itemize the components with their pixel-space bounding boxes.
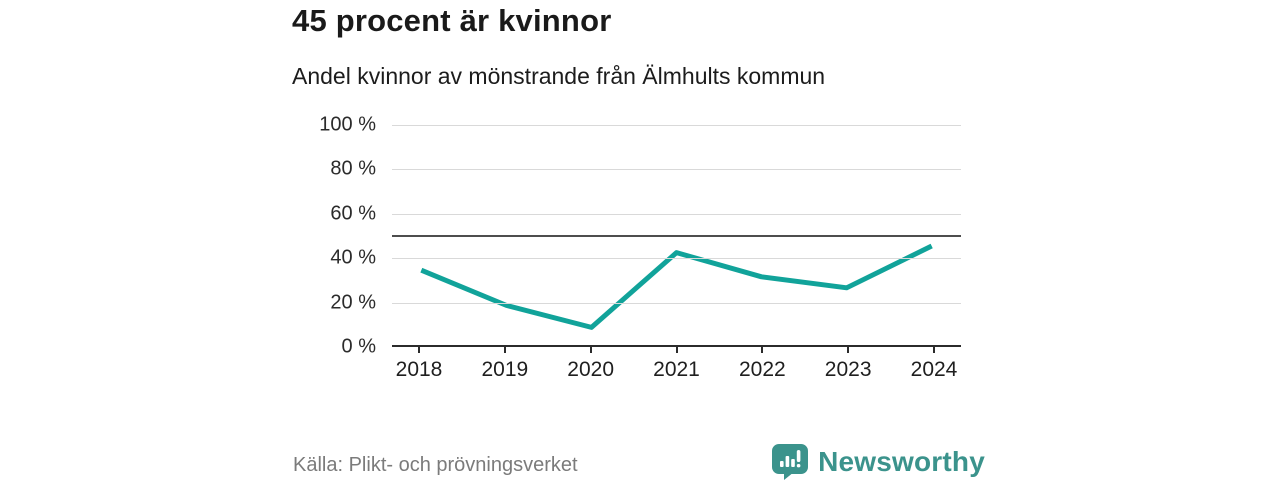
reference-line-50 [392,235,961,237]
x-axis-tick-2021 [675,345,678,353]
x-axis-label-2024: 2024 [910,358,958,381]
chart-subtitle: Andel kvinnor av mönstrande från Älmhult… [292,63,826,89]
x-axis-tick-2023 [847,345,850,353]
y-axis-label-0: 0 % [341,335,376,358]
y-axis-label-100: 100 % [319,113,376,136]
data-line-series [420,243,933,330]
x-axis-tick-2024 [933,345,935,353]
x-axis-tick-2022 [761,345,764,353]
x-axis-tick-2018 [418,345,420,353]
x-axis-label-2023: 2023 [824,358,872,381]
x-axis-label-2020: 2020 [567,358,615,381]
gridline-80 [392,169,961,171]
x-axis-label-2021: 2021 [653,358,700,381]
x-axis-label-2022: 2022 [738,358,786,381]
plot-area: 0 % 20 % 40 % 60 % 80 % 100 % 2018 2019 2020 2021… [319,114,961,381]
newsworthy-wordmark: Newsworthy [818,445,985,477]
y-axis-label-40: 40 % [330,246,376,269]
newsworthy-logo-icon [772,444,809,480]
y-axis-label-80: 80 % [330,157,376,180]
data-line-svg [420,243,933,330]
gridline-60 [392,213,961,215]
y-axis-label-60: 60 % [330,202,376,225]
gridline-100 [392,125,961,126]
x-axis-tick-2019 [503,345,506,353]
x-axis-tick-2020 [589,345,592,353]
y-axis-label-20: 20 % [330,291,376,314]
gridline-20 [392,302,961,304]
newsworthy-logo[interactable]: Newsworthy [771,443,985,480]
x-axis-label-2019: 2019 [481,358,529,381]
x-axis-label-2018: 2018 [395,358,443,381]
gridline-40 [392,258,961,260]
source-attribution: Källa: Plikt- och prövningsverket [293,454,578,476]
chart-title: 45 procent är kvinnor [292,3,612,38]
